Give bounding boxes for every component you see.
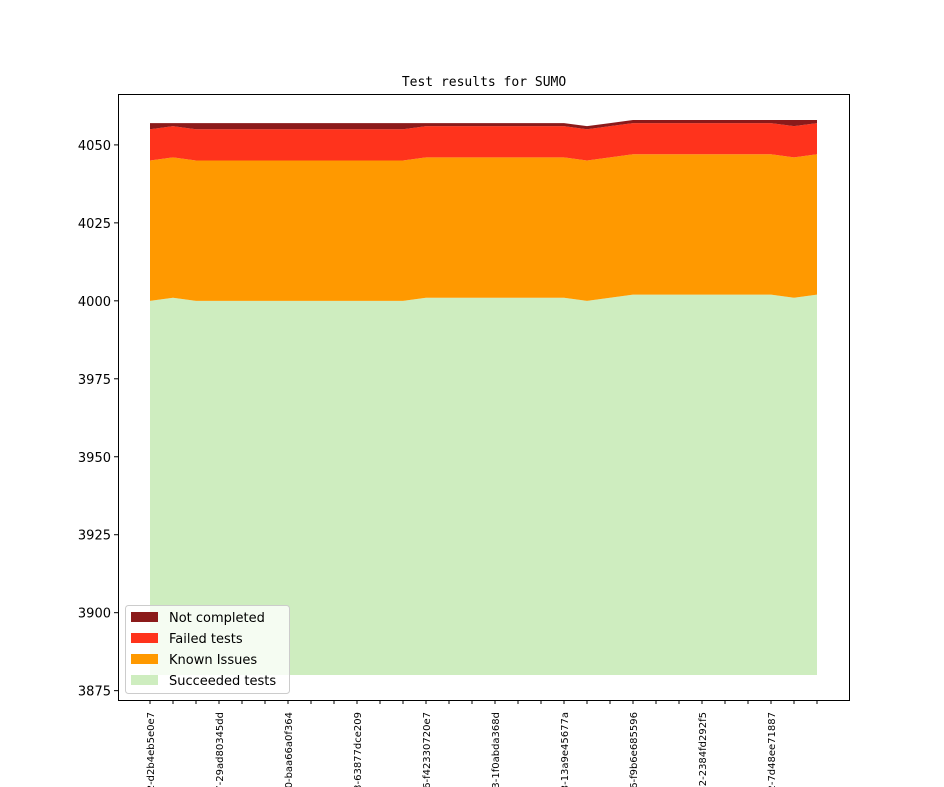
x-tick-label: 7-29ad80345dd [215, 712, 226, 787]
x-tick-label: 3-63877dce209 [353, 712, 364, 787]
area-succeeded-tests [150, 294, 817, 676]
x-tick-label: 0-baa66a0f364 [284, 712, 295, 787]
y-axis: 3875 3900 3925 3950 3975 4000 4025 4050 [78, 139, 118, 700]
x-tick-label: 2-7d48ee71887 [767, 712, 778, 787]
y-tick-label: 4000 [78, 295, 111, 310]
x-tick-label: 3-13a9e45677a [560, 712, 571, 787]
area-failed-tests [150, 123, 817, 161]
x-tick-label: 3-1f0abda368d [491, 712, 502, 787]
legend-label: Known Issues [169, 653, 257, 668]
legend-label: Failed tests [169, 632, 243, 647]
area-known-issues [150, 154, 817, 301]
legend-swatch [131, 612, 158, 622]
x-tick-label: 42-2384fd292f5 [698, 712, 709, 787]
y-tick-label: 4025 [78, 217, 111, 232]
legend-label: Succeeded tests [169, 674, 276, 689]
y-tick-label: 4050 [78, 139, 111, 154]
area-not-completed [150, 119, 817, 130]
area-series-group [150, 119, 817, 676]
x-tick-label: 2-d2b4eb5e0e7 [146, 712, 157, 787]
legend-label: Not completed [169, 611, 265, 626]
x-tick-label: 6-f42330720e7 [422, 712, 433, 787]
y-tick-label: 3875 [78, 685, 111, 700]
legend-swatch [131, 675, 158, 685]
plot-frame [118, 94, 850, 701]
x-tick-label: 6-f9b6e685596 [629, 712, 640, 787]
legend-box [125, 605, 290, 694]
y-tick-label: 3950 [78, 451, 111, 466]
y-tick-label: 3975 [78, 373, 111, 388]
legend: Not completed Failed tests Known Issues Suc… [125, 605, 290, 694]
y-tick-label: 3900 [78, 607, 111, 622]
legend-swatch [131, 654, 158, 664]
chart-title: Test results for SUMO [402, 75, 567, 90]
y-tick-label: 3925 [78, 529, 111, 544]
legend-swatch [131, 633, 158, 643]
x-axis: 2-d2b4eb5e0e7 7-29ad80345dd 0-baa66a0f364 3… [146, 700, 818, 787]
